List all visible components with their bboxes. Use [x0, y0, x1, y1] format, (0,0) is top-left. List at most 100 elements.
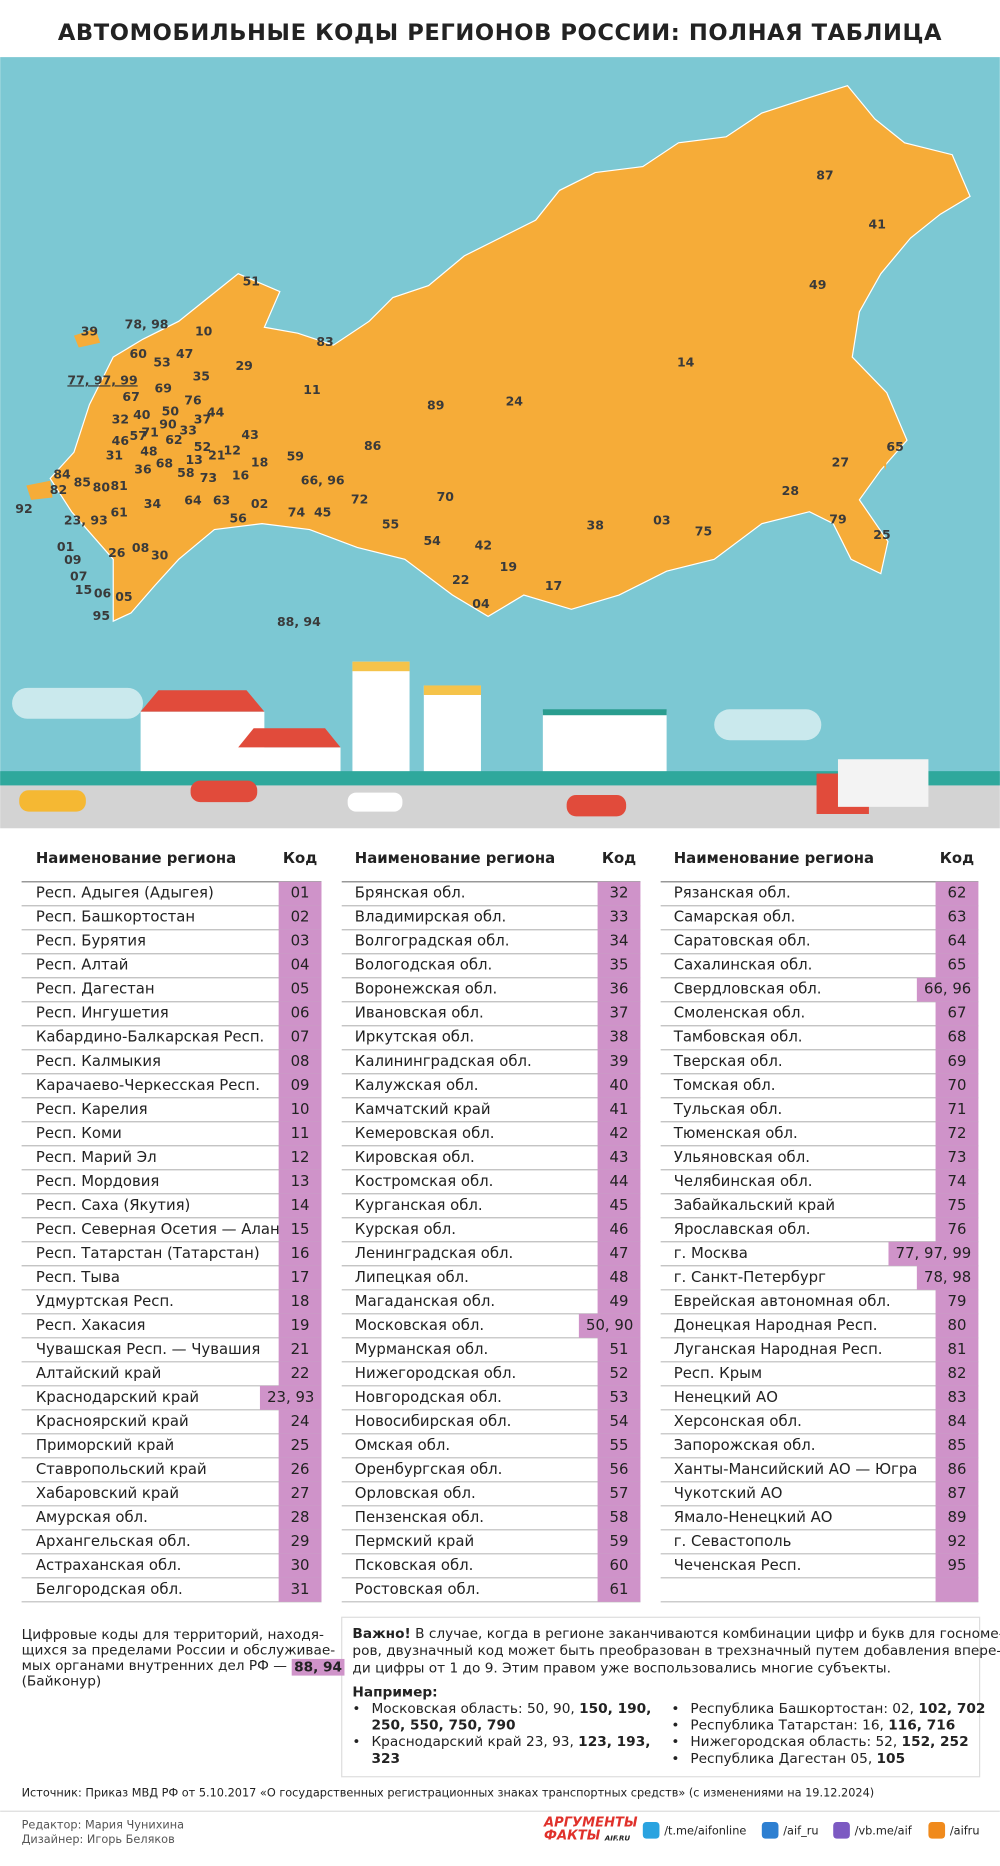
social-links: /t.me/aifonline/aif_ru/vb.me/aif/aifru [642, 1821, 980, 1839]
code-cell [935, 1553, 979, 1578]
region-name: Респ. Дагестан [36, 980, 155, 998]
region-code: 79 [948, 1292, 967, 1310]
region-code: 15 [291, 1220, 310, 1238]
region-name: Респ. Бурятия [36, 932, 146, 950]
code-cell [935, 1529, 979, 1554]
map-label: 11 [303, 382, 320, 397]
example-line: Республика Дагестан 05, 105 [690, 1751, 905, 1767]
region-name: Камчатский край [355, 1100, 491, 1118]
code-cell [935, 1193, 979, 1218]
code-cell [935, 1073, 979, 1098]
region-name: Калининградская обл. [355, 1052, 532, 1070]
map-label: 17 [545, 578, 562, 593]
region-name: Ханты-Мансийский АО — Югра [674, 1460, 918, 1478]
region-code: 58 [610, 1508, 629, 1526]
map-label: 41 [869, 216, 886, 231]
code-cell [578, 1313, 641, 1338]
region-name: Тюменская обл. [673, 1124, 798, 1142]
map-label: 44 [207, 404, 225, 419]
region-code: 22 [291, 1364, 310, 1382]
example-bold: 102, 702 [918, 1701, 985, 1717]
important-line: ди цифры от 1 до 9. Этим правом уже восп… [352, 1660, 891, 1676]
social-icon[interactable] [642, 1821, 660, 1839]
region-name: Волгоградская обл. [355, 932, 510, 950]
social-icon[interactable] [928, 1821, 946, 1839]
social-icon[interactable] [833, 1821, 850, 1839]
map-label: 63 [213, 493, 230, 508]
map-label: 33 [180, 422, 197, 437]
map-label: 23, 93 [64, 513, 108, 528]
region-code: 61 [610, 1580, 629, 1598]
code-cell [278, 1241, 322, 1266]
region-code: 72 [948, 1124, 967, 1142]
social-link[interactable]: /aifru [950, 1824, 980, 1837]
map-label: 53 [153, 354, 170, 369]
map-label: 95 [93, 608, 110, 623]
region-name: Краснодарский край [36, 1388, 199, 1406]
region-name: Амурская обл. [36, 1508, 148, 1526]
region-name: Томская обл. [673, 1076, 776, 1094]
code-cell [935, 929, 979, 954]
region-code: 02 [291, 908, 310, 926]
region-code: 77, 97, 99 [896, 1244, 972, 1262]
map-label: 40 [133, 407, 151, 422]
social-icon[interactable] [761, 1821, 779, 1839]
important-line: Важно! В случае, когда в регионе заканчи… [352, 1626, 1000, 1642]
designer: Дизайнер: Игорь Беляков [22, 1833, 175, 1846]
code-cell [597, 1337, 641, 1362]
map-label: 25 [873, 527, 890, 542]
region-name: Магаданская обл. [355, 1292, 495, 1310]
code-cell [935, 1313, 979, 1338]
city [0, 661, 1000, 829]
important-text: ров, двузначный код может быть преобразо… [352, 1643, 1000, 1659]
region-code: 21 [291, 1340, 310, 1358]
region-code: 66, 96 [924, 980, 971, 998]
social-link[interactable]: /t.me/aifonline [664, 1824, 746, 1837]
region-name: Курганская обл. [355, 1196, 483, 1214]
map-label: 50 [162, 403, 180, 418]
example-plain: Республика Татарстан: 16, [690, 1718, 888, 1734]
code-cell [935, 1217, 979, 1242]
region-code: 24 [291, 1412, 310, 1430]
social-link[interactable]: /aif_ru [783, 1824, 818, 1837]
region-name: Респ. Марий Эл [36, 1148, 157, 1166]
map-label: 05 [115, 589, 132, 604]
code-cell [935, 1169, 979, 1194]
code-cell [278, 1097, 322, 1122]
social-link[interactable]: /vb.me/aif [855, 1824, 913, 1837]
example-plain: Нижегородская область: 52, [690, 1734, 901, 1750]
map-label: 03 [653, 513, 670, 528]
code-cell [935, 1097, 979, 1122]
code-cell [597, 1577, 641, 1602]
map-label: 57 [130, 428, 147, 443]
note-line: (Байконур) [22, 1674, 102, 1690]
region-name: Пермский край [355, 1532, 474, 1550]
region-name: Белгородская обл. [36, 1580, 183, 1598]
title-bar [0, 0, 1000, 58]
code-cell [597, 1073, 641, 1098]
code-cell [278, 1289, 322, 1314]
region-code: 92 [948, 1532, 967, 1550]
code-cell [597, 1385, 641, 1410]
code-cell [278, 1169, 322, 1194]
notes: Цифровые коды для территорий, находя-щих… [22, 1616, 1000, 1778]
region-code: 43 [610, 1148, 629, 1166]
region-name: г. Севастополь [674, 1532, 792, 1550]
code-cell [935, 1433, 979, 1458]
map-label: 43 [241, 427, 258, 442]
map-label: 90 [159, 416, 177, 431]
region-code: 41 [610, 1100, 629, 1118]
map-label: 58 [177, 465, 194, 480]
map-label: 38 [587, 518, 604, 533]
logo: АРГУМЕНТЫ ФАКТЫ AIF.RU [543, 1816, 638, 1844]
important-line: ров, двузначный код может быть преобразо… [352, 1643, 1000, 1659]
map-label: 18 [251, 454, 268, 469]
map-label: 42 [475, 538, 492, 553]
region-name: Нижегородская обл. [355, 1364, 516, 1382]
region-name: Тульская обл. [673, 1100, 783, 1118]
region-name: Вологодская обл. [355, 956, 492, 974]
example-line: Республика Башкортостан: 02, 102, 702 [690, 1701, 985, 1717]
map-label: 39 [81, 324, 98, 339]
